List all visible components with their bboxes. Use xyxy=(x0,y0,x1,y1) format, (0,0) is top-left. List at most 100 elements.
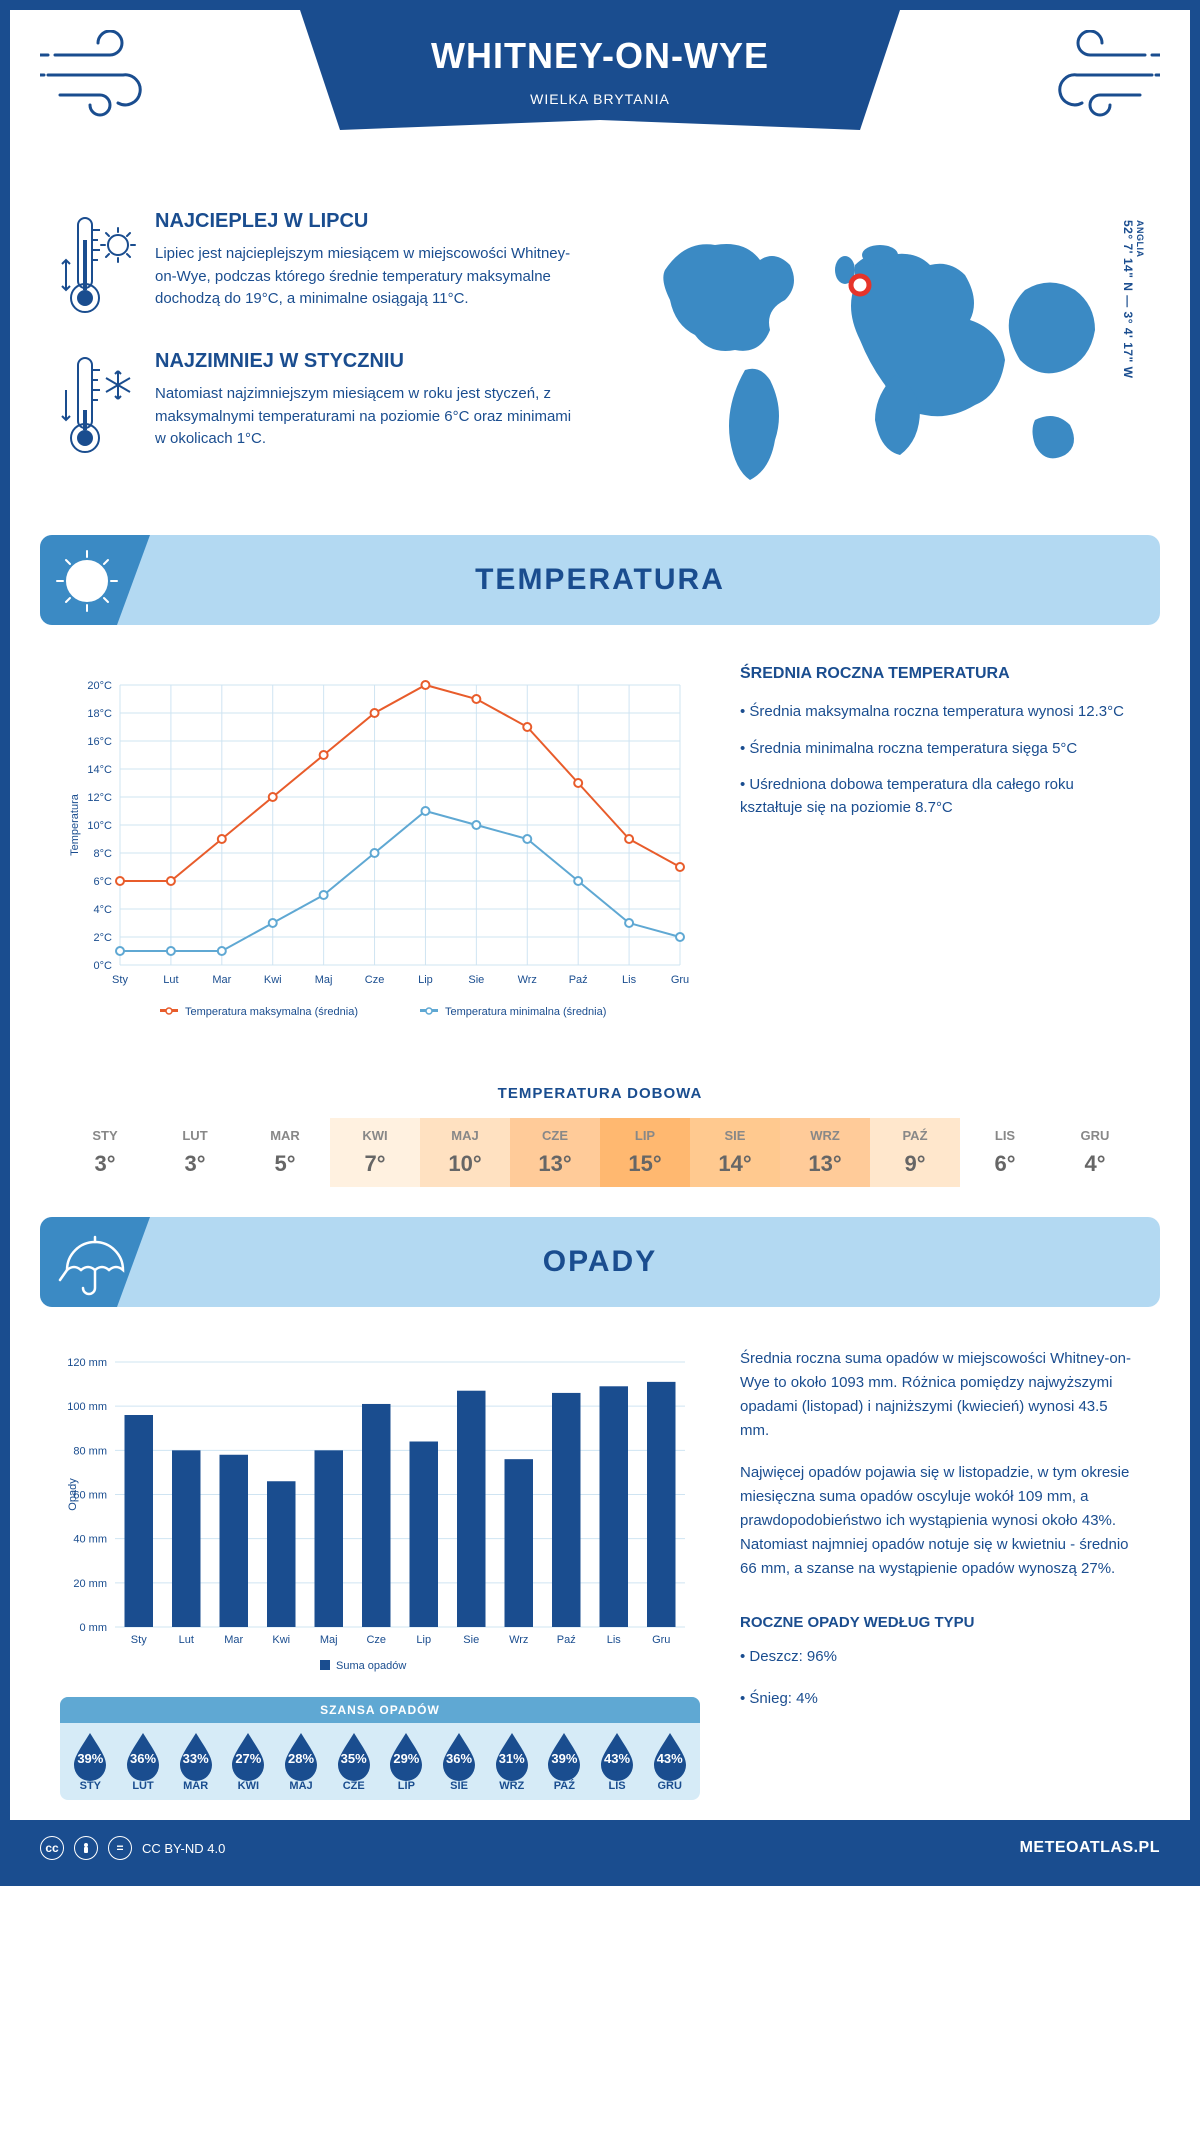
monthly-cell: MAR5° xyxy=(240,1118,330,1187)
temp-bullet: • Uśredniona dobowa temperatura dla całe… xyxy=(740,774,1140,819)
cc-icon: cc xyxy=(40,1836,64,1860)
svg-text:Gru: Gru xyxy=(671,974,689,986)
precip-type-item: • Śnieg: 4% xyxy=(740,1687,1140,1711)
svg-text:Wrz: Wrz xyxy=(509,1634,528,1646)
drop-month-label: MAR xyxy=(169,1780,222,1792)
section-precip-header: OPADY xyxy=(40,1217,1160,1307)
temp-bullet: • Średnia minimalna roczna temperatura s… xyxy=(740,738,1140,761)
world-map xyxy=(610,210,1140,500)
drop-month-label: PAŹ xyxy=(538,1780,591,1792)
svg-text:Gru: Gru xyxy=(652,1634,670,1646)
monthly-cell: KWI7° xyxy=(330,1118,420,1187)
svg-text:14°C: 14°C xyxy=(87,764,112,776)
temp-side-title: ŚREDNIA ROCZNA TEMPERATURA xyxy=(740,665,1140,683)
nd-icon: = xyxy=(108,1836,132,1860)
page-subtitle: WIELKA BRYTANIA xyxy=(10,91,1190,107)
monthly-cell: WRZ13° xyxy=(780,1118,870,1187)
section-title: OPADY xyxy=(543,1245,657,1279)
svg-text:0°C: 0°C xyxy=(94,960,113,972)
monthly-cell: PAŹ9° xyxy=(870,1118,960,1187)
svg-text:80 mm: 80 mm xyxy=(73,1445,107,1457)
svg-text:Cze: Cze xyxy=(365,974,385,986)
svg-text:0 mm: 0 mm xyxy=(80,1622,108,1634)
svg-text:18°C: 18°C xyxy=(87,708,112,720)
page-title: WHITNEY-ON-WYE xyxy=(10,35,1190,77)
intro-section: NAJCIEPLEJ W LIPCU Lipiec jest najcieple… xyxy=(10,190,1190,515)
wind-icon xyxy=(40,30,160,120)
drop-month-label: CZE xyxy=(327,1780,380,1792)
svg-text:Maj: Maj xyxy=(315,974,333,986)
precip-chance-table: SZANSA OPADÓW 39%36%33%27%28%35%29%36%31… xyxy=(60,1697,700,1800)
wind-icon xyxy=(1040,30,1160,120)
svg-text:Temperatura maksymalna (średni: Temperatura maksymalna (średnia) xyxy=(185,1006,358,1018)
monthly-cell: MAJ10° xyxy=(420,1118,510,1187)
section-temperature-header: TEMPERATURA xyxy=(40,535,1160,625)
svg-text:Paź: Paź xyxy=(569,974,588,986)
monthly-cell: LIP15° xyxy=(600,1118,690,1187)
svg-text:40 mm: 40 mm xyxy=(73,1534,107,1546)
svg-text:120 mm: 120 mm xyxy=(67,1357,107,1369)
monthly-cell: LIS6° xyxy=(960,1118,1050,1187)
drop-header: SZANSA OPADÓW xyxy=(60,1697,700,1723)
svg-text:Sty: Sty xyxy=(112,974,128,986)
precip-text-2: Najwięcej opadów pojawia się w listopadz… xyxy=(740,1461,1140,1581)
svg-text:Suma opadów: Suma opadów xyxy=(336,1660,406,1672)
svg-text:Lut: Lut xyxy=(179,1634,194,1646)
header: WHITNEY-ON-WYE WIELKA BRYTANIA xyxy=(10,10,1190,190)
coldest-info: NAJZIMNIEJ W STYCZNIU Natomiast najzimni… xyxy=(60,350,580,465)
svg-text:Temperatura minimalna (średnia: Temperatura minimalna (średnia) xyxy=(445,1006,606,1018)
footer: cc = CC BY-ND 4.0 METEOATLAS.PL xyxy=(10,1820,1190,1876)
svg-text:Sty: Sty xyxy=(131,1634,147,1646)
monthly-cell: CZE13° xyxy=(510,1118,600,1187)
svg-text:Cze: Cze xyxy=(366,1634,386,1646)
monthly-cell: LUT3° xyxy=(150,1118,240,1187)
warmest-text: Lipiec jest najcieplejszym miesiącem w m… xyxy=(155,243,580,311)
svg-text:20 mm: 20 mm xyxy=(73,1578,107,1590)
monthly-table-title: TEMPERATURA DOBOWA xyxy=(60,1085,1140,1102)
svg-text:Opady: Opady xyxy=(67,1478,79,1511)
precip-text-1: Średnia roczna suma opadów w miejscowośc… xyxy=(740,1347,1140,1443)
drop-month-label: WRZ xyxy=(485,1780,538,1792)
svg-text:12°C: 12°C xyxy=(87,792,112,804)
svg-text:6°C: 6°C xyxy=(94,876,113,888)
svg-text:10°C: 10°C xyxy=(87,820,112,832)
svg-text:100 mm: 100 mm xyxy=(67,1401,107,1413)
svg-text:4°C: 4°C xyxy=(94,904,113,916)
svg-text:8°C: 8°C xyxy=(94,848,113,860)
svg-text:20°C: 20°C xyxy=(87,680,112,692)
warmest-info: NAJCIEPLEJ W LIPCU Lipiec jest najcieple… xyxy=(60,210,580,325)
temperature-line-chart: 0°C2°C4°C6°C8°C10°C12°C14°C16°C18°C20°CS… xyxy=(60,665,700,1045)
drop-month-label: GRU xyxy=(643,1780,696,1792)
svg-text:Sie: Sie xyxy=(468,974,484,986)
svg-text:Paź: Paź xyxy=(557,1634,576,1646)
svg-text:Kwi: Kwi xyxy=(264,974,282,986)
brand: METEOATLAS.PL xyxy=(1020,1839,1160,1857)
svg-text:2°C: 2°C xyxy=(94,932,113,944)
warmest-title: NAJCIEPLEJ W LIPCU xyxy=(155,210,580,233)
section-title: TEMPERATURA xyxy=(475,563,725,597)
svg-text:Lut: Lut xyxy=(163,974,178,986)
coordinates: ANGLIA 52° 7' 14" N — 3° 4' 17" W xyxy=(1121,220,1145,378)
svg-text:Mar: Mar xyxy=(212,974,231,986)
by-icon xyxy=(74,1836,98,1860)
monthly-cell: STY3° xyxy=(60,1118,150,1187)
drop-month-label: LIS xyxy=(591,1780,644,1792)
thermometer-cold-icon xyxy=(60,350,140,465)
svg-text:Maj: Maj xyxy=(320,1634,338,1646)
thermometer-hot-icon xyxy=(60,210,140,325)
coldest-text: Natomiast najzimniejszym miesiącem w rok… xyxy=(155,383,580,451)
svg-text:Lip: Lip xyxy=(418,974,433,986)
precip-bar-chart: 0 mm20 mm40 mm60 mm80 mm100 mm120 mmStyL… xyxy=(60,1347,700,1687)
svg-text:Lis: Lis xyxy=(607,1634,622,1646)
umbrella-icon xyxy=(52,1225,132,1306)
drop-month-label: STY xyxy=(64,1780,117,1792)
monthly-cell: SIE14° xyxy=(690,1118,780,1187)
svg-text:Kwi: Kwi xyxy=(272,1634,290,1646)
svg-text:Temperatura: Temperatura xyxy=(69,793,81,856)
precip-type-title: ROCZNE OPADY WEDŁUG TYPU xyxy=(740,1611,1140,1635)
monthly-cell: GRU4° xyxy=(1050,1118,1140,1187)
drop-month-label: LIP xyxy=(380,1780,433,1792)
drop-month-label: SIE xyxy=(433,1780,486,1792)
precip-type-item: • Deszcz: 96% xyxy=(740,1645,1140,1669)
coldest-title: NAJZIMNIEJ W STYCZNIU xyxy=(155,350,580,373)
